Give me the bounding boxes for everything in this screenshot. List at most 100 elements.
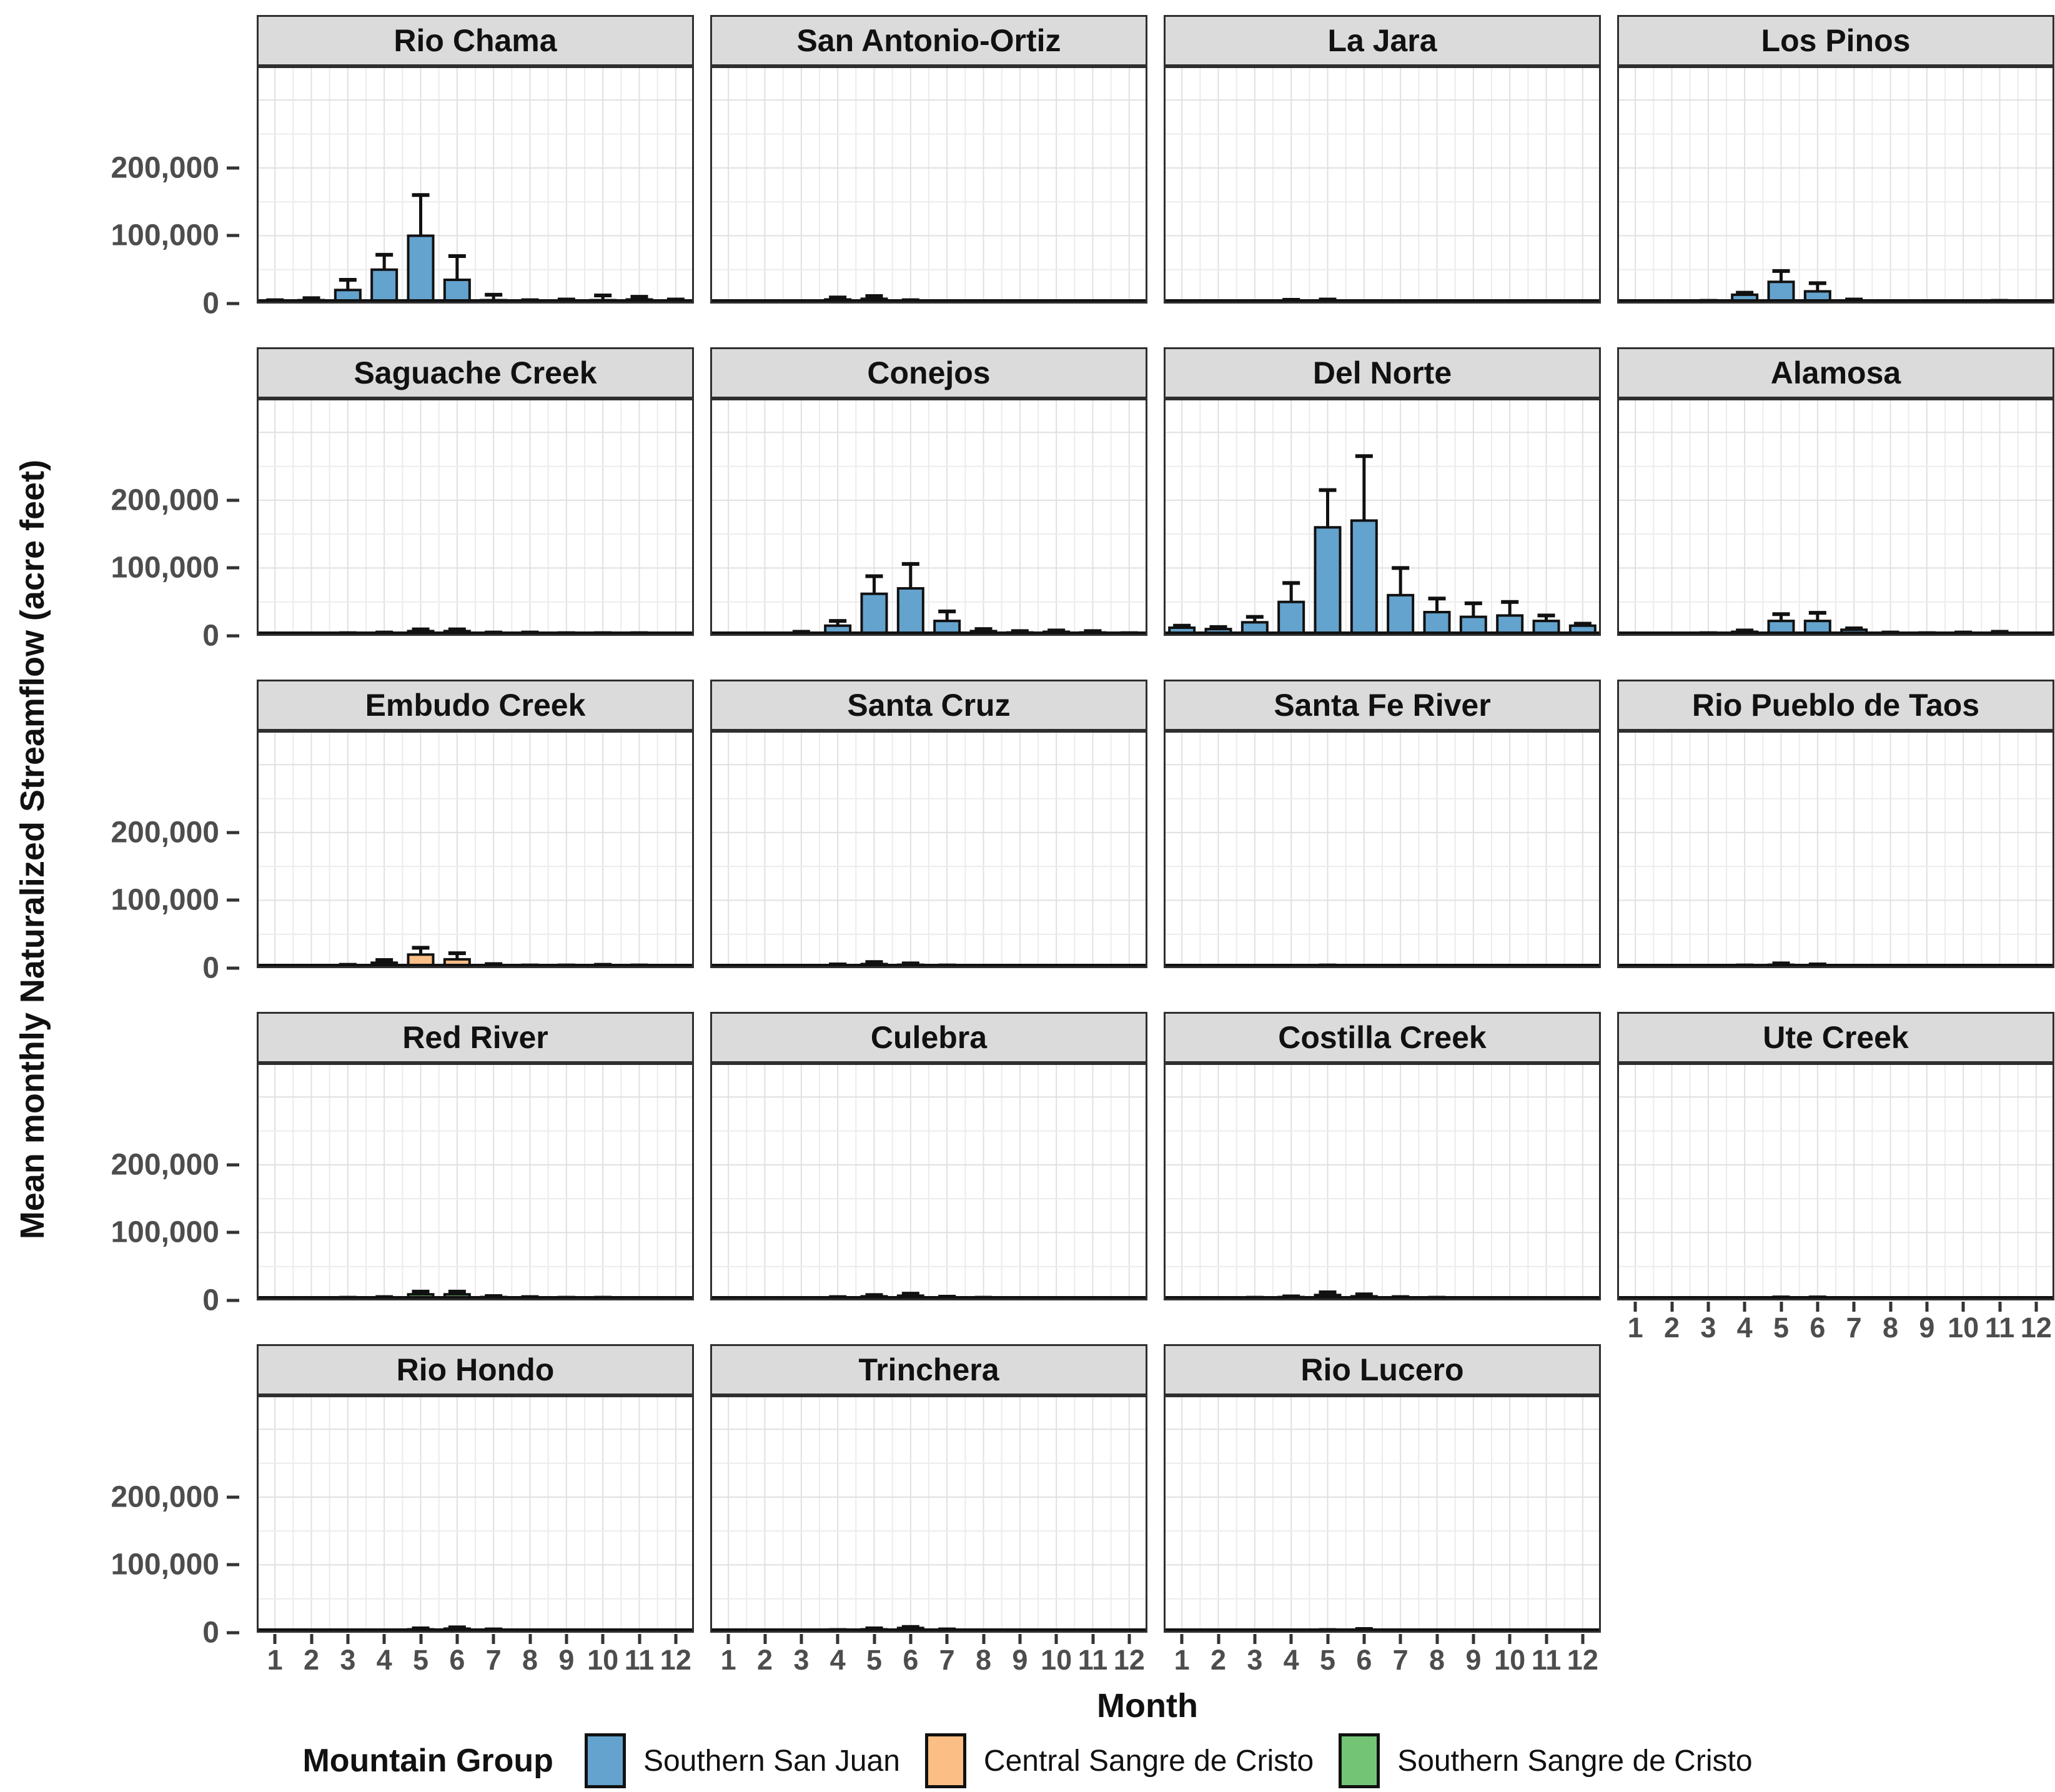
facet-title: Saguache Creek	[257, 347, 694, 398]
legend-swatch-central-sangre-de-cristo	[924, 1733, 966, 1788]
y-axis-ticks: 200,000 100,000 0	[0, 1344, 240, 1676]
x-tick-mark	[346, 1634, 350, 1644]
x-tick-mark	[800, 1634, 803, 1644]
y-tick-label: 200,000	[111, 151, 219, 185]
facet-title: Costilla Creek	[1164, 1012, 1601, 1063]
x-tick-label: 10	[1948, 1312, 1979, 1344]
legend-item-southern-san-juan: Southern San Juan	[584, 1733, 900, 1788]
facet-title: Trinchera	[710, 1344, 1147, 1395]
y-tick-mark	[227, 302, 239, 305]
x-tick-mark	[1326, 1634, 1329, 1644]
facet-plot	[257, 1063, 694, 1300]
x-tick-mark	[1706, 1302, 1710, 1312]
x-axis-spacer	[1164, 304, 1601, 345]
facet-panel: Red River	[257, 1012, 694, 1344]
x-tick-mark	[565, 1634, 568, 1644]
y-tick-label: 200,000	[111, 1480, 219, 1514]
x-tick-mark	[1816, 1302, 1820, 1312]
x-axis-spacer	[257, 968, 694, 1009]
x-tick-label: 5	[866, 1644, 883, 1676]
x-tick-label: 11	[624, 1644, 655, 1676]
facet-panel: Rio Pueblo de Taos	[1617, 680, 2054, 1012]
y-tick-label: 0	[202, 1616, 219, 1650]
x-tick-label: 2	[303, 1644, 320, 1676]
x-tick-mark	[1780, 1302, 1783, 1312]
facet-plot	[257, 66, 694, 304]
x-tick-mark	[1180, 1634, 1184, 1644]
facet-panel: Rio Hondo 1 2 3 4 5 6 7 8 9 10 11 12	[257, 1344, 694, 1676]
facet-title: Santa Fe River	[1164, 680, 1601, 731]
facet-panel: La Jara	[1164, 15, 1601, 347]
x-tick-mark	[1998, 1302, 2001, 1312]
y-tick-mark	[227, 166, 239, 170]
x-tick-label: 9	[558, 1644, 575, 1676]
x-axis-spacer	[1617, 304, 2054, 345]
x-axis-spacer	[1617, 968, 2054, 1009]
y-tick-mark	[227, 1563, 239, 1567]
x-tick-mark	[455, 1634, 459, 1644]
y-tick-label: 200,000	[111, 1148, 219, 1182]
x-tick-mark	[382, 1634, 386, 1644]
bar	[407, 234, 435, 304]
y-tick-mark	[227, 1299, 239, 1302]
x-axis-spacer	[257, 1300, 694, 1342]
facet-title: La Jara	[1164, 15, 1601, 66]
facet-plot	[1164, 1063, 1601, 1300]
facet-title: Los Pinos	[1617, 15, 2054, 66]
y-tick-mark	[227, 1230, 239, 1234]
facet-plot	[257, 398, 694, 636]
x-tick-mark	[982, 1634, 985, 1644]
facet-title: Alamosa	[1617, 347, 2054, 398]
x-tick-label: 12	[1113, 1644, 1145, 1676]
x-tick-label: 3	[1247, 1644, 1263, 1676]
y-tick-mark	[227, 898, 239, 902]
x-tick-mark	[1435, 1634, 1438, 1644]
x-tick-label: 8	[1429, 1644, 1445, 1676]
y-axis-ticks: 200,000 100,000 0	[0, 680, 240, 1012]
facet-title: Conejos	[710, 347, 1147, 398]
facet-panel: Ute Creek 1 2 3 4 5 6 7 8 9 10 11 12	[1617, 1012, 2054, 1344]
x-tick-label: 7	[1392, 1644, 1409, 1676]
x-tick-mark	[1253, 1634, 1257, 1644]
bar	[1387, 593, 1415, 636]
facet-panel: Santa Cruz	[710, 680, 1147, 1012]
legend-title: Mountain Group	[302, 1743, 553, 1779]
x-tick-label: 5	[1319, 1644, 1336, 1676]
facet-panel: Rio Chama	[257, 15, 694, 347]
facet-panel: Los Pinos	[1617, 15, 2054, 347]
facet-title: Rio Hondo	[257, 1344, 694, 1395]
facet-panel: Costilla Creek	[1164, 1012, 1601, 1344]
x-tick-mark	[1289, 1634, 1293, 1644]
x-tick-mark	[273, 1634, 277, 1644]
facet-title: Culebra	[710, 1012, 1147, 1063]
x-tick-mark	[1925, 1302, 1929, 1312]
y-tick-mark	[227, 831, 239, 834]
bar	[370, 268, 399, 304]
x-tick-label: 8	[522, 1644, 538, 1676]
x-tick-mark	[1889, 1302, 1892, 1312]
facet-plot	[710, 398, 1147, 636]
x-tick-mark	[1508, 1634, 1512, 1644]
x-axis-spacer	[710, 304, 1147, 345]
x-tick-label: 12	[660, 1644, 691, 1676]
x-tick-mark	[2034, 1302, 2038, 1312]
x-tick-label: 3	[340, 1644, 356, 1676]
facet-title: Rio Lucero	[1164, 1344, 1601, 1395]
facet-plot	[1164, 731, 1601, 968]
x-tick-mark	[1743, 1302, 1746, 1312]
x-tick-label: 9	[1465, 1644, 1482, 1676]
x-tick-mark	[1545, 1634, 1548, 1644]
y-tick-label: 100,000	[111, 219, 219, 252]
y-tick-label: 0	[202, 619, 219, 653]
facet-title: Del Norte	[1164, 347, 1601, 398]
y-tick-label: 0	[202, 287, 219, 320]
facet-plot	[1164, 66, 1601, 304]
facet-plot	[1617, 731, 2054, 968]
facet-plot	[710, 1395, 1147, 1633]
x-axis-spacer	[257, 304, 694, 345]
x-tick-label: 11	[1077, 1644, 1108, 1676]
x-axis-spacer	[710, 968, 1147, 1009]
x-tick-label: 4	[1283, 1644, 1299, 1676]
x-axis-spacer	[710, 636, 1147, 677]
x-tick-mark	[1581, 1634, 1585, 1644]
